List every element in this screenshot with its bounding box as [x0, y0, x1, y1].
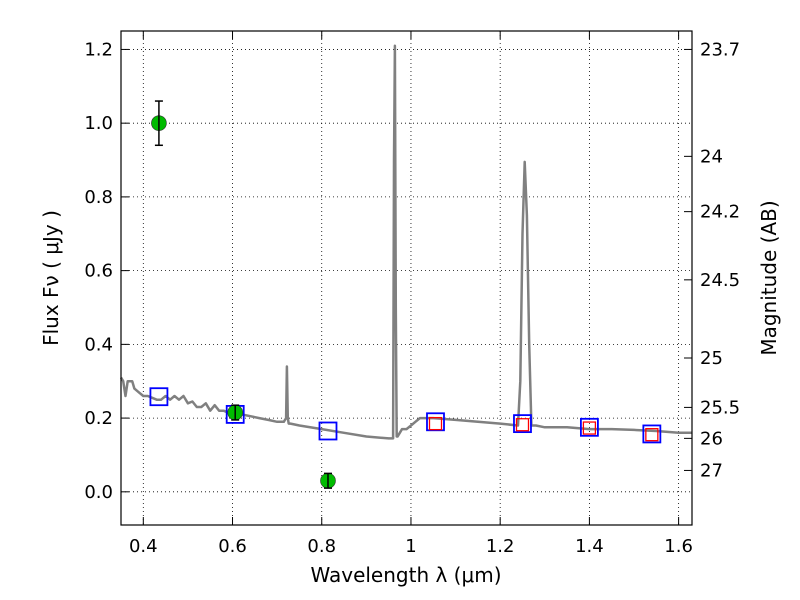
y-tick-label: 0.2	[84, 408, 113, 429]
x-tick-label: 0.8	[307, 536, 336, 557]
model-point-blue	[426, 412, 445, 432]
right-tick-label: 26	[700, 428, 723, 449]
x-tick-label: 0.4	[129, 536, 158, 557]
x-tick-label: 1.2	[486, 536, 515, 557]
x-axis-label: Wavelength λ (μm)	[310, 563, 501, 587]
right-axis-label: Magnitude (AB)	[757, 200, 781, 355]
model-point-blue	[318, 421, 338, 441]
right-tick-label: 25	[700, 348, 723, 369]
right-tick-label: 24.2	[700, 202, 740, 223]
ticks-layer: 0.4 0.6 0.8 1 1.2 1.4 1.6 0.0 0.2 0.4 0.6 0.8 1.0 1.2…	[84, 31, 740, 557]
y-tick-label: 0.0	[84, 482, 113, 503]
model-point-red	[515, 418, 530, 432]
right-tick-label: 24	[700, 146, 723, 167]
plot-frame	[120, 30, 693, 526]
model-point-blue	[149, 387, 169, 407]
model-point-red	[582, 421, 597, 435]
spectrum-layer	[119, 44, 692, 440]
right-tick-label: 27	[700, 460, 723, 481]
model-point-red	[645, 428, 659, 442]
photometry-layer	[149, 100, 662, 489]
y-axis-label: Flux Fν ( μJy )	[39, 210, 63, 346]
spectrum-line	[119, 44, 692, 440]
x-tick-label: 1	[405, 536, 416, 557]
y-tick-label: 0.6	[84, 261, 113, 282]
x-tick-label: 0.6	[218, 536, 247, 557]
x-tick-label: 1.6	[664, 536, 693, 557]
y-tick-label: 1.0	[84, 113, 113, 134]
model-point-blue	[579, 417, 599, 437]
y-tick-label: 1.2	[84, 39, 113, 60]
right-tick-label: 25.5	[700, 397, 740, 418]
x-tick-label: 1.4	[575, 536, 604, 557]
model-point-red	[428, 416, 443, 431]
model-point-blue	[513, 414, 532, 434]
y-tick-label: 0.8	[84, 187, 113, 208]
model-point-blue	[642, 424, 662, 444]
y-tick-label: 0.4	[84, 334, 113, 355]
right-tick-label: 24.5	[700, 270, 740, 291]
right-tick-label: 23.7	[700, 39, 740, 60]
